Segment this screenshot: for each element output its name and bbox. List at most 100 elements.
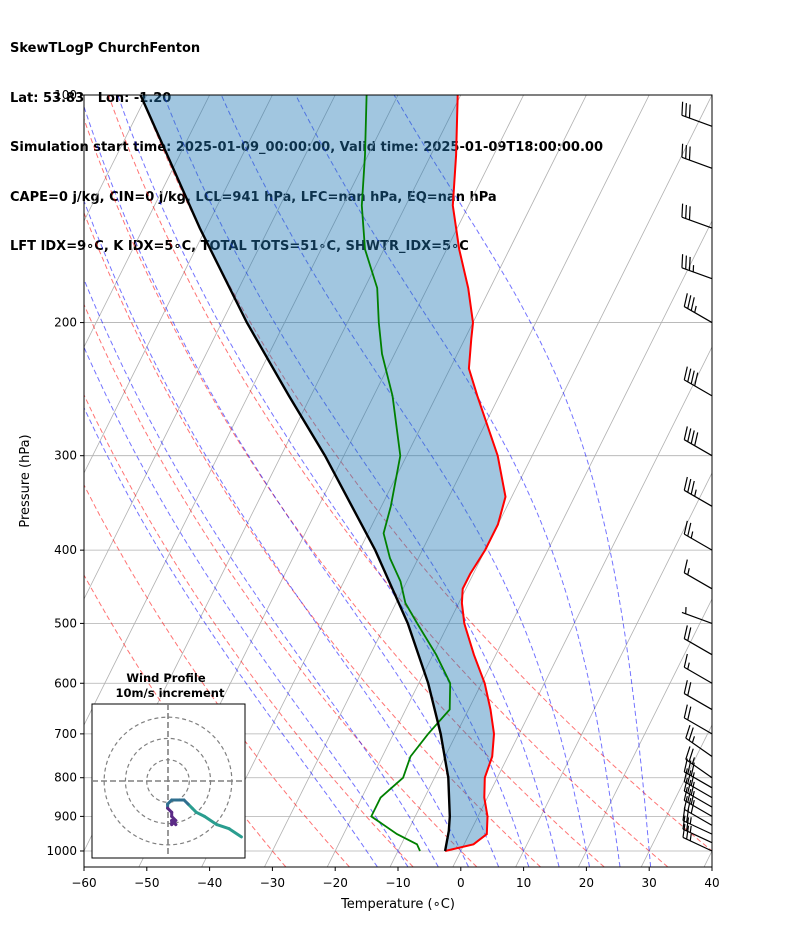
barb-feather	[683, 293, 688, 307]
moist-adiabat--15	[84, 406, 378, 867]
wind-barb	[681, 607, 713, 624]
moist-adiabat-25	[295, 95, 621, 867]
hodograph-title: Wind Profile	[126, 671, 206, 685]
y-tick-label: 700	[54, 727, 77, 741]
barb-feather	[694, 432, 699, 446]
moist-adiabat--10	[84, 345, 409, 867]
y-tick-label: 300	[54, 449, 77, 463]
barb-feather	[682, 823, 686, 838]
barb-shaft	[683, 799, 713, 817]
axis-ticks: −60 −50 −40 −30 −20 −10 0 10 20 30 40 1000 900 800 700…	[46, 88, 719, 890]
profile-layer	[139, 95, 507, 852]
barb-shaft	[681, 114, 713, 127]
wind-barb	[683, 768, 713, 799]
parcel-line	[139, 95, 452, 852]
y-tick-label: 400	[54, 543, 77, 557]
header-latlon: Lat: 53.83 Lon: -1.20	[10, 90, 172, 106]
wind-barb	[683, 704, 713, 735]
wind-barb	[683, 786, 713, 817]
isotherm-0	[452, 346, 712, 867]
y-tick-label: 500	[54, 616, 77, 630]
temperature-line	[444, 95, 507, 852]
barb-shaft	[683, 693, 713, 711]
barb-feather	[681, 254, 684, 268]
barb-feather	[686, 817, 690, 831]
barb-shaft	[683, 717, 713, 735]
wind-barb	[683, 426, 713, 457]
moist-adiabat-15	[163, 95, 560, 867]
barb-feather	[687, 368, 692, 382]
isotherm-30	[640, 724, 712, 867]
wind-barb	[683, 366, 713, 397]
barb-feather	[690, 772, 695, 786]
barb-feather	[690, 430, 695, 444]
barb-shaft	[683, 489, 713, 507]
isotherm--10	[389, 220, 712, 867]
barb-feather	[687, 797, 692, 812]
y-tick-label: 1000	[46, 844, 77, 858]
barb-feather	[683, 520, 688, 535]
wind-barb	[683, 653, 713, 684]
wind-barb	[683, 777, 713, 808]
barb-feather	[683, 777, 688, 792]
barb-feather	[688, 146, 691, 161]
wind-barb	[685, 725, 713, 758]
barb-shaft	[683, 808, 713, 826]
barb-shaft	[683, 379, 713, 397]
isotherm--40	[201, 95, 587, 867]
moist-adiabat-20	[220, 95, 590, 867]
isotherm--20	[326, 95, 712, 867]
moist-adiabat-5	[84, 105, 500, 867]
isotherm--120	[84, 95, 85, 96]
x-tick-label: 10	[516, 876, 531, 890]
isotherm--80	[84, 95, 336, 600]
x-tick-label: −60	[71, 876, 96, 890]
dewpoint-line	[360, 95, 452, 852]
x-tick-label: 0	[457, 876, 465, 890]
hodograph-plot	[92, 704, 245, 858]
hodo-segment	[194, 810, 206, 818]
barb-feather	[687, 706, 692, 721]
hodo-segment	[215, 823, 231, 831]
barb-feather	[683, 680, 688, 694]
barb-feather	[681, 101, 684, 116]
x-tick-label: −30	[260, 876, 285, 890]
barb-feather	[688, 256, 691, 271]
barb-half-feather	[694, 489, 697, 497]
barb-shaft	[683, 666, 713, 684]
barb-half-feather	[689, 834, 692, 841]
barb-half-feather	[694, 305, 697, 313]
dry-adiabat--20	[84, 483, 350, 867]
dry-adiabat-0	[84, 303, 478, 867]
barb-feather	[690, 297, 695, 311]
barb-shaft	[682, 828, 713, 844]
barb-shaft	[683, 533, 713, 551]
barb-feather	[690, 799, 695, 814]
barb-shaft	[682, 836, 713, 852]
moist-adiabat--5	[84, 278, 439, 867]
barb-half-feather	[689, 817, 692, 825]
isotherm-10	[515, 472, 712, 867]
isotherm-50	[767, 95, 794, 867]
barb-feather	[694, 372, 699, 386]
barb-half-feather	[691, 757, 696, 765]
barb-feather	[687, 522, 692, 537]
barb-feather	[683, 426, 688, 440]
barb-feather	[683, 795, 688, 810]
barb-shaft	[681, 267, 713, 280]
y-tick-label: 800	[54, 771, 77, 785]
barb-feather	[683, 476, 688, 491]
barb-feather	[687, 770, 692, 784]
barb-shaft	[683, 790, 713, 808]
wind-barb	[681, 254, 713, 280]
barb-feather	[690, 370, 695, 384]
barb-half-feather	[691, 736, 696, 743]
dry-adiabat--10	[84, 393, 414, 867]
barb-feather	[690, 480, 695, 495]
barb-shaft	[681, 216, 713, 229]
barb-feather	[685, 204, 687, 219]
wind-barb	[683, 625, 713, 656]
barb-shaft	[683, 306, 713, 324]
barb-feather	[683, 559, 688, 573]
